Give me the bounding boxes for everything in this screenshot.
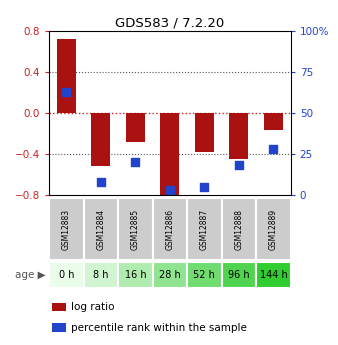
Bar: [152, 262, 187, 288]
Bar: [160, 113, 179, 197]
Text: 52 h: 52 h: [193, 270, 215, 280]
Text: age ▶: age ▶: [15, 270, 46, 280]
Title: GDS583 / 7.2.20: GDS583 / 7.2.20: [115, 17, 224, 30]
Point: [202, 184, 207, 189]
Text: GSM12888: GSM12888: [234, 209, 243, 250]
Point: [167, 187, 172, 193]
Point: [98, 179, 103, 185]
Bar: [49, 198, 83, 260]
Text: GSM12884: GSM12884: [96, 209, 105, 250]
Text: 16 h: 16 h: [124, 270, 146, 280]
Bar: [256, 262, 291, 288]
Bar: [187, 198, 222, 260]
Text: 0 h: 0 h: [58, 270, 74, 280]
Point: [271, 146, 276, 152]
Bar: [195, 113, 214, 152]
Text: 144 h: 144 h: [260, 270, 287, 280]
Text: 8 h: 8 h: [93, 270, 108, 280]
Bar: [118, 198, 152, 260]
Bar: [230, 113, 248, 159]
Bar: [126, 113, 145, 142]
Bar: [187, 262, 222, 288]
Bar: [57, 39, 76, 113]
Text: GSM12886: GSM12886: [165, 209, 174, 250]
Text: GSM12883: GSM12883: [62, 209, 71, 250]
Bar: [152, 198, 187, 260]
Text: 28 h: 28 h: [159, 270, 181, 280]
Point: [64, 89, 69, 95]
Bar: [222, 262, 256, 288]
Text: GSM12885: GSM12885: [131, 209, 140, 250]
Bar: [264, 113, 283, 130]
Point: [236, 163, 242, 168]
Bar: [222, 198, 256, 260]
Bar: [83, 262, 118, 288]
Bar: [256, 198, 291, 260]
Bar: [118, 262, 152, 288]
Text: 96 h: 96 h: [228, 270, 250, 280]
Point: [132, 159, 138, 165]
Text: GSM12887: GSM12887: [200, 209, 209, 250]
Text: GSM12889: GSM12889: [269, 209, 278, 250]
Bar: [91, 113, 110, 166]
Bar: [49, 262, 83, 288]
Text: percentile rank within the sample: percentile rank within the sample: [71, 323, 247, 333]
Bar: [83, 198, 118, 260]
Text: log ratio: log ratio: [71, 302, 115, 312]
